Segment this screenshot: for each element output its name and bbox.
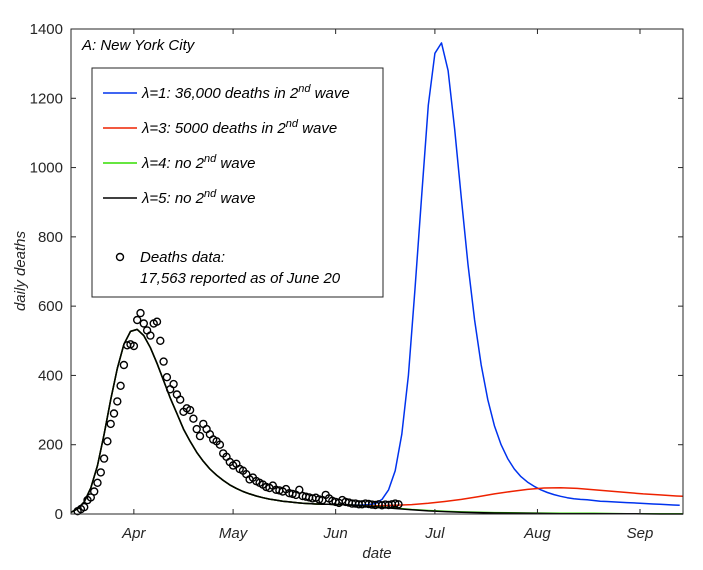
legend-label-superscript: nd — [204, 188, 217, 200]
panel-title: A: New York City — [81, 37, 196, 54]
data-point — [136, 308, 145, 318]
plot-frame — [70, 28, 684, 515]
legend-label-suffix: wave — [216, 155, 255, 172]
legend-label-suffix: wave — [216, 190, 255, 207]
data-point — [314, 495, 324, 504]
data-point — [96, 468, 106, 477]
legend-label-main: λ=4: no 2 — [141, 155, 205, 172]
y-tick-label: 0 — [55, 506, 63, 523]
x-tick-label: Sep — [627, 525, 654, 542]
data-point — [103, 437, 112, 446]
data-point — [139, 319, 149, 328]
data-point — [169, 379, 178, 389]
y-tick-label: 1000 — [30, 160, 63, 177]
data-point — [79, 502, 89, 512]
legend-box — [91, 67, 384, 298]
data-point — [156, 336, 165, 345]
data-point — [106, 419, 115, 429]
data-point — [93, 478, 102, 487]
y-tick-label: 600 — [38, 298, 63, 315]
data-point — [152, 317, 162, 326]
legend-label-superscript: nd — [298, 83, 311, 95]
data-point — [215, 440, 225, 449]
y-tick-label: 1400 — [30, 21, 63, 38]
legend-label-lambda3: λ=3: 5000 deaths in 2nd wave — [141, 118, 337, 137]
axis-ticks-group: 0 200 400 600 800 1000 1200 1400 Apr May Jun Jul Aug… — [30, 21, 683, 542]
legend-marker-deaths-data — [115, 252, 125, 262]
y-tick-label: 800 — [38, 229, 63, 246]
legend-label-superscript: nd — [286, 118, 299, 130]
x-tick-label: Apr — [121, 525, 146, 542]
legend-label-lambda4: λ=4: no 2nd wave — [141, 153, 255, 172]
data-point — [295, 485, 304, 494]
data-point — [162, 373, 172, 382]
x-tick-label: Jun — [323, 525, 348, 542]
legend-label-superscript: nd — [204, 153, 217, 165]
legend-label-main: λ=3: 5000 deaths in 2 — [141, 120, 286, 137]
x-axis-label: date — [362, 545, 391, 562]
legend-label-suffix: wave — [298, 120, 337, 137]
data-point — [116, 381, 125, 390]
data-point — [394, 500, 403, 509]
x-tick-label: Aug — [523, 525, 551, 542]
data-point — [89, 487, 99, 496]
data-point — [132, 315, 142, 325]
legend-label-suffix: wave — [311, 85, 350, 102]
data-point — [113, 397, 122, 406]
data-point — [189, 414, 198, 423]
data-point — [185, 405, 195, 415]
legend-label-main: λ=5: no 2 — [141, 190, 205, 207]
data-point — [288, 489, 297, 499]
y-tick-label: 400 — [38, 367, 63, 384]
data-point — [129, 341, 139, 351]
legend-label-deaths-data-line2: 17,563 reported as of June 20 — [140, 270, 341, 287]
data-point — [109, 409, 119, 418]
legend-label-lambda1: λ=1: 36,000 deaths in 2nd wave — [141, 83, 350, 102]
legend-label-lambda5: λ=5: no 2nd wave — [141, 188, 255, 207]
plot-scatter-group — [73, 308, 403, 516]
data-point — [159, 357, 168, 366]
x-tick-label: Jul — [424, 525, 445, 542]
data-point — [192, 424, 201, 434]
series-line-lambda5 — [70, 328, 683, 515]
y-axis-label: daily deaths — [12, 230, 29, 311]
data-point — [146, 331, 155, 340]
y-tick-label: 200 — [38, 437, 63, 454]
data-point — [99, 454, 109, 463]
legend-label-main: λ=1: 36,000 deaths in 2 — [141, 85, 299, 102]
data-point — [175, 395, 185, 404]
legend-label-deaths-data-line1: Deaths data: — [140, 249, 225, 266]
data-point — [391, 499, 400, 508]
y-tick-label: 1200 — [30, 90, 63, 107]
data-point — [119, 360, 129, 370]
data-point — [195, 431, 205, 441]
x-tick-label: May — [219, 525, 249, 542]
